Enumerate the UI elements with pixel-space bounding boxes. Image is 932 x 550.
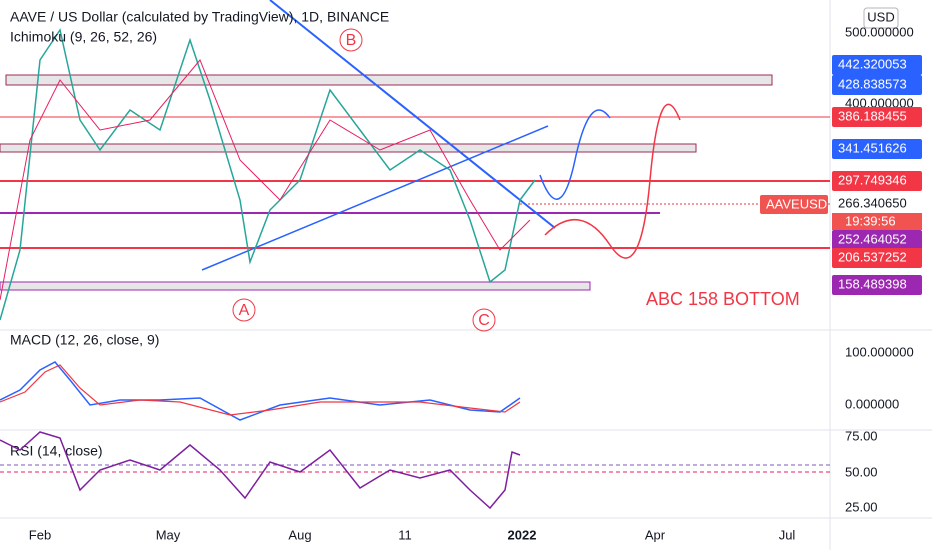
wave-circle bbox=[232, 298, 256, 322]
price-label-box bbox=[832, 107, 922, 127]
time-tick: May bbox=[156, 527, 181, 542]
rsi-pane: RSI (14, close) 75.00 50.00 25.00 bbox=[0, 428, 878, 514]
time-tick: Feb bbox=[29, 527, 51, 542]
forecast-path bbox=[544, 103, 681, 259]
zone-box bbox=[0, 143, 697, 153]
price-label-box bbox=[832, 248, 922, 268]
price-label: 442.320053 bbox=[838, 56, 907, 71]
countdown-box bbox=[832, 213, 922, 230]
annotation: ABC 158 BOTTOM bbox=[646, 289, 800, 309]
price-label: 252.464052 bbox=[838, 231, 907, 246]
time-tick: Jul bbox=[779, 527, 796, 542]
symbol-box bbox=[760, 195, 828, 214]
price-line bbox=[0, 28, 536, 321]
wave-circle bbox=[339, 28, 363, 52]
forecast-path bbox=[539, 109, 611, 200]
macd-tick: 100.000000 bbox=[845, 344, 914, 359]
price-label: 158.489398 bbox=[838, 276, 907, 291]
price-label-box bbox=[832, 55, 922, 75]
price-label: 206.537252 bbox=[838, 249, 907, 264]
countdown: 19:39:56 bbox=[845, 213, 896, 228]
price-label-box bbox=[832, 139, 922, 159]
rsi-line bbox=[0, 431, 521, 510]
symbol-name: AAVEUSD bbox=[766, 196, 827, 211]
price-label-box bbox=[832, 275, 922, 295]
wave-label: B bbox=[346, 32, 357, 49]
chart-title: AAVE / US Dollar (calculated by TradingV… bbox=[10, 9, 389, 25]
price-label: 341.451626 bbox=[838, 140, 907, 155]
ichimoku-line bbox=[0, 59, 531, 301]
price-label: 428.838573 bbox=[838, 76, 907, 91]
rsi-tick: 75.00 bbox=[845, 428, 878, 443]
time-tick: Apr bbox=[645, 527, 666, 542]
signal-line bbox=[0, 364, 521, 416]
macd-pane: MACD (12, 26, close, 9) 100.000000 0.000… bbox=[0, 332, 914, 421]
price-label-box bbox=[832, 194, 922, 214]
trend-line bbox=[269, 0, 556, 229]
price-label: 386.188455 bbox=[838, 108, 907, 123]
price-label-box bbox=[832, 75, 922, 95]
price-label: 266.340650 bbox=[838, 195, 907, 210]
currency[interactable]: USD bbox=[867, 9, 894, 24]
price-tick: 400.000000 bbox=[845, 95, 914, 110]
price-tick: 500.000000 bbox=[845, 24, 914, 39]
zone-box bbox=[0, 281, 591, 291]
wave-label: A bbox=[239, 302, 250, 319]
price-label-box bbox=[832, 171, 922, 191]
time-tick: 11 bbox=[398, 527, 412, 542]
price-label-box bbox=[832, 230, 922, 250]
rsi-label: RSI (14, close) bbox=[10, 443, 103, 459]
indicator-label: Ichimoku (9, 26, 52, 26) bbox=[10, 29, 157, 45]
rsi-tick: 50.00 bbox=[845, 464, 878, 479]
trend-line bbox=[201, 125, 549, 271]
time-axis: Feb May Aug 11 2022 Apr Jul bbox=[29, 527, 796, 542]
wave-label: C bbox=[478, 312, 490, 329]
price-label: 297.749346 bbox=[838, 172, 907, 187]
macd-tick: 0.000000 bbox=[845, 396, 899, 411]
price-axis: 500.000000 400.000000 442.320053 428.838573… bbox=[760, 24, 922, 295]
time-tick: Aug bbox=[288, 527, 311, 542]
wave-circle bbox=[472, 308, 496, 332]
zone-box bbox=[5, 74, 773, 86]
macd-line bbox=[0, 361, 521, 421]
currency-button[interactable] bbox=[863, 7, 899, 29]
macd-label: MACD (12, 26, close, 9) bbox=[10, 332, 159, 348]
rsi-tick: 25.00 bbox=[845, 499, 878, 514]
time-tick: 2022 bbox=[508, 527, 537, 542]
